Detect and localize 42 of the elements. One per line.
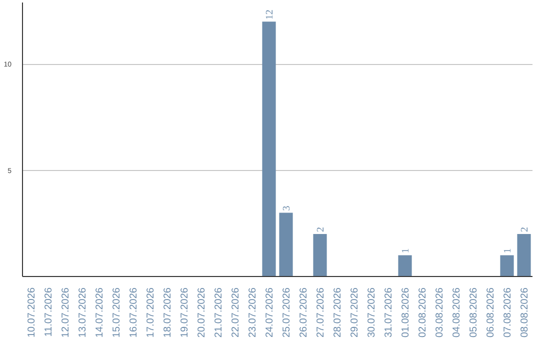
x-tick-label: 23.07.2026: [248, 287, 258, 338]
x-tick-label: 26.07.2026: [298, 287, 310, 338]
x-tick-label: 10.07.2026: [26, 287, 38, 338]
x-tick-label: 22.07.2026: [230, 287, 242, 338]
data-label: 1: [400, 248, 412, 254]
x-tick-label: 28.07.2026: [332, 287, 344, 338]
data-label: 3: [282, 206, 292, 211]
x-tick-label: 11.07.2026: [44, 287, 54, 337]
data-label: 2: [316, 227, 326, 232]
data-label: 1: [502, 248, 514, 254]
x-tick-label: 21.07.2026: [214, 287, 224, 338]
x-tick-label: 25.07.2026: [282, 287, 292, 338]
bar: [313, 234, 327, 276]
x-tick-label: 02.08.2026: [418, 287, 428, 338]
x-tick-label: 20.07.2026: [196, 287, 208, 338]
x-tick-label: 14.07.2026: [94, 287, 106, 338]
x-tick-label: 30.07.2026: [366, 287, 378, 338]
x-tick-label: 31.07.2026: [384, 287, 394, 338]
x-tick-label: 03.08.2026: [434, 287, 446, 338]
x-tick-label: 08.08.2026: [520, 287, 530, 338]
bar: [398, 255, 412, 276]
x-tick-label: 06.08.2026: [486, 287, 496, 338]
bar: [500, 255, 514, 276]
x-tick-label: 07.08.2026: [502, 287, 514, 338]
x-tick-label: 04.08.2026: [452, 287, 462, 338]
x-tick-label: 24.07.2026: [264, 287, 276, 338]
bar: [279, 212, 293, 276]
x-tick-label: 13.07.2026: [78, 287, 88, 338]
x-tick-label: 12.07.2026: [60, 287, 72, 338]
x-tick-label: 27.07.2026: [316, 287, 326, 338]
x-tick-label: 15.07.2026: [112, 287, 122, 338]
data-label: 12: [264, 10, 276, 20]
x-tick-label: 18.07.2026: [162, 287, 174, 338]
x-tick-label: 01.08.2026: [400, 287, 412, 338]
x-tick-label: 16.07.2026: [128, 287, 140, 338]
bar: [517, 234, 531, 276]
x-tick-label: 29.07.2026: [350, 287, 360, 338]
data-label: 2: [520, 227, 530, 232]
x-tick-label: 19.07.2026: [180, 287, 190, 338]
bar: [262, 22, 276, 276]
x-tick-label: 17.07.2026: [146, 287, 156, 338]
x-tick-label: 05.08.2026: [468, 287, 480, 338]
